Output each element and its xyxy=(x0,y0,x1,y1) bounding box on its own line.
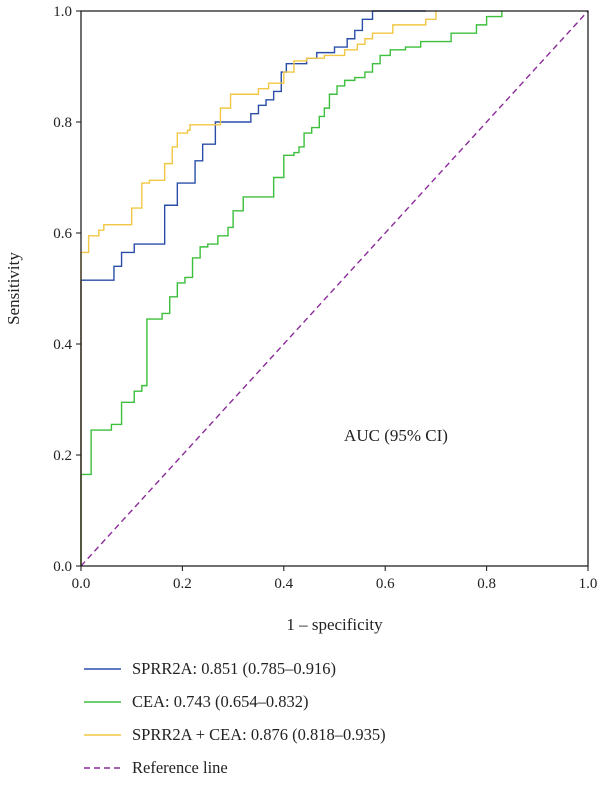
x-tick-label: 0.6 xyxy=(376,576,395,592)
legend-label-2: CEA: 0.743 (0.654–0.832) xyxy=(132,692,308,711)
y-axis-title: Sensitivity xyxy=(4,252,23,325)
y-tick-label: 0.2 xyxy=(53,448,72,464)
x-tick-label: 0.4 xyxy=(274,576,293,592)
y-tick-label: 0.8 xyxy=(53,115,72,131)
x-axis-ticks: 0.0 0.2 0.4 0.6 0.8 1.0 xyxy=(72,566,598,592)
y-axis-ticks: 0.0 0.2 0.4 0.6 0.8 1.0 xyxy=(53,4,81,575)
legend: SPRR2A: 0.851 (0.785–0.916) CEA: 0.743 (0… xyxy=(84,659,386,777)
series-line-1 xyxy=(80,10,426,566)
legend-label-3: SPRR2A + CEA: 0.876 (0.818–0.935) xyxy=(132,725,386,744)
x-axis-title: 1 – specificity xyxy=(286,615,383,634)
y-tick-label: 0.4 xyxy=(53,337,72,353)
x-tick-label: 1.0 xyxy=(579,576,598,592)
series-line-2 xyxy=(80,11,503,566)
y-tick-label: 0.0 xyxy=(53,559,72,575)
legend-label-4: Reference line xyxy=(132,758,228,777)
series-line-4 xyxy=(80,10,589,567)
y-tick-label: 1.0 xyxy=(53,4,72,20)
plot-frame xyxy=(80,10,589,567)
y-tick-label: 0.6 xyxy=(53,226,72,242)
x-tick-label: 0.0 xyxy=(72,576,91,592)
x-tick-label: 0.8 xyxy=(477,576,496,592)
plot-lines xyxy=(80,10,589,567)
auc-annotation: AUC (95% CI) xyxy=(344,426,448,445)
x-tick-label: 0.2 xyxy=(173,576,192,592)
legend-label-1: SPRR2A: 0.851 (0.785–0.916) xyxy=(132,659,336,678)
series-line-3 xyxy=(80,11,437,566)
